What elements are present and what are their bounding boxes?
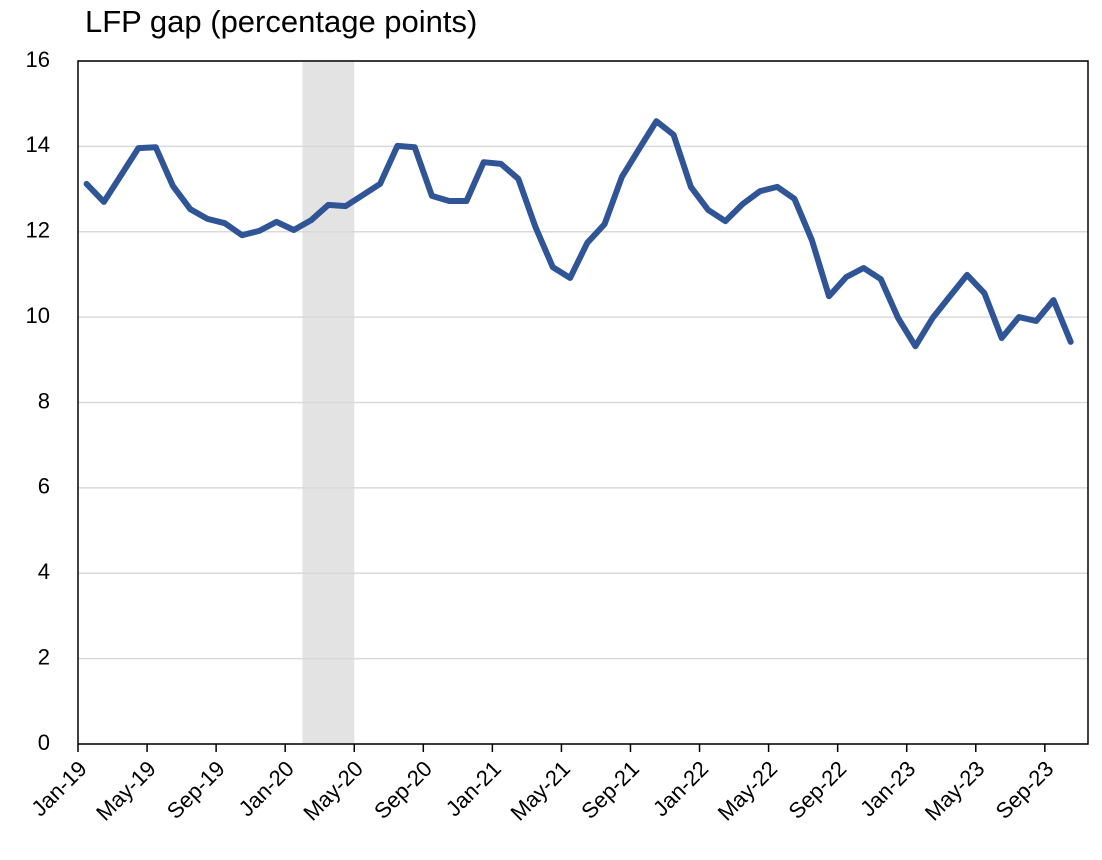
x-tick-label: Jan-23: [855, 756, 920, 821]
x-tick-label: May-20: [298, 756, 368, 826]
y-tick-label: 16: [26, 47, 50, 72]
x-tick-label: May-19: [91, 756, 161, 826]
y-tick-label: 4: [38, 559, 50, 584]
x-tick-label: Sep-19: [162, 756, 230, 824]
y-tick-label: 6: [38, 474, 50, 499]
y-tick-label: 12: [26, 218, 50, 243]
x-tick-label: Sep-23: [991, 756, 1059, 824]
data-line: [83, 118, 1074, 350]
chart-title: LFP gap (percentage points): [85, 4, 477, 39]
x-tick-label: May-21: [506, 756, 576, 826]
x-tick-label: Sep-22: [783, 756, 851, 824]
x-tick-label: Jan-21: [441, 756, 506, 821]
y-tick-label: 8: [38, 388, 50, 413]
x-tick-label: Jan-22: [648, 756, 713, 821]
plot-border: [77, 60, 1089, 745]
x-tick-label: May-22: [713, 756, 783, 826]
x-tick-label: May-23: [920, 756, 990, 826]
y-tick-label: 0: [38, 730, 50, 755]
x-tick-label: Sep-21: [576, 756, 644, 824]
y-tick-label: 10: [26, 303, 50, 328]
x-tick-label: Jan-20: [234, 756, 299, 821]
x-tick-label: Jan-19: [26, 756, 91, 821]
y-tick-label: 14: [26, 132, 50, 157]
y-tick-label: 2: [38, 644, 50, 669]
x-tick-label: Sep-20: [369, 756, 437, 824]
